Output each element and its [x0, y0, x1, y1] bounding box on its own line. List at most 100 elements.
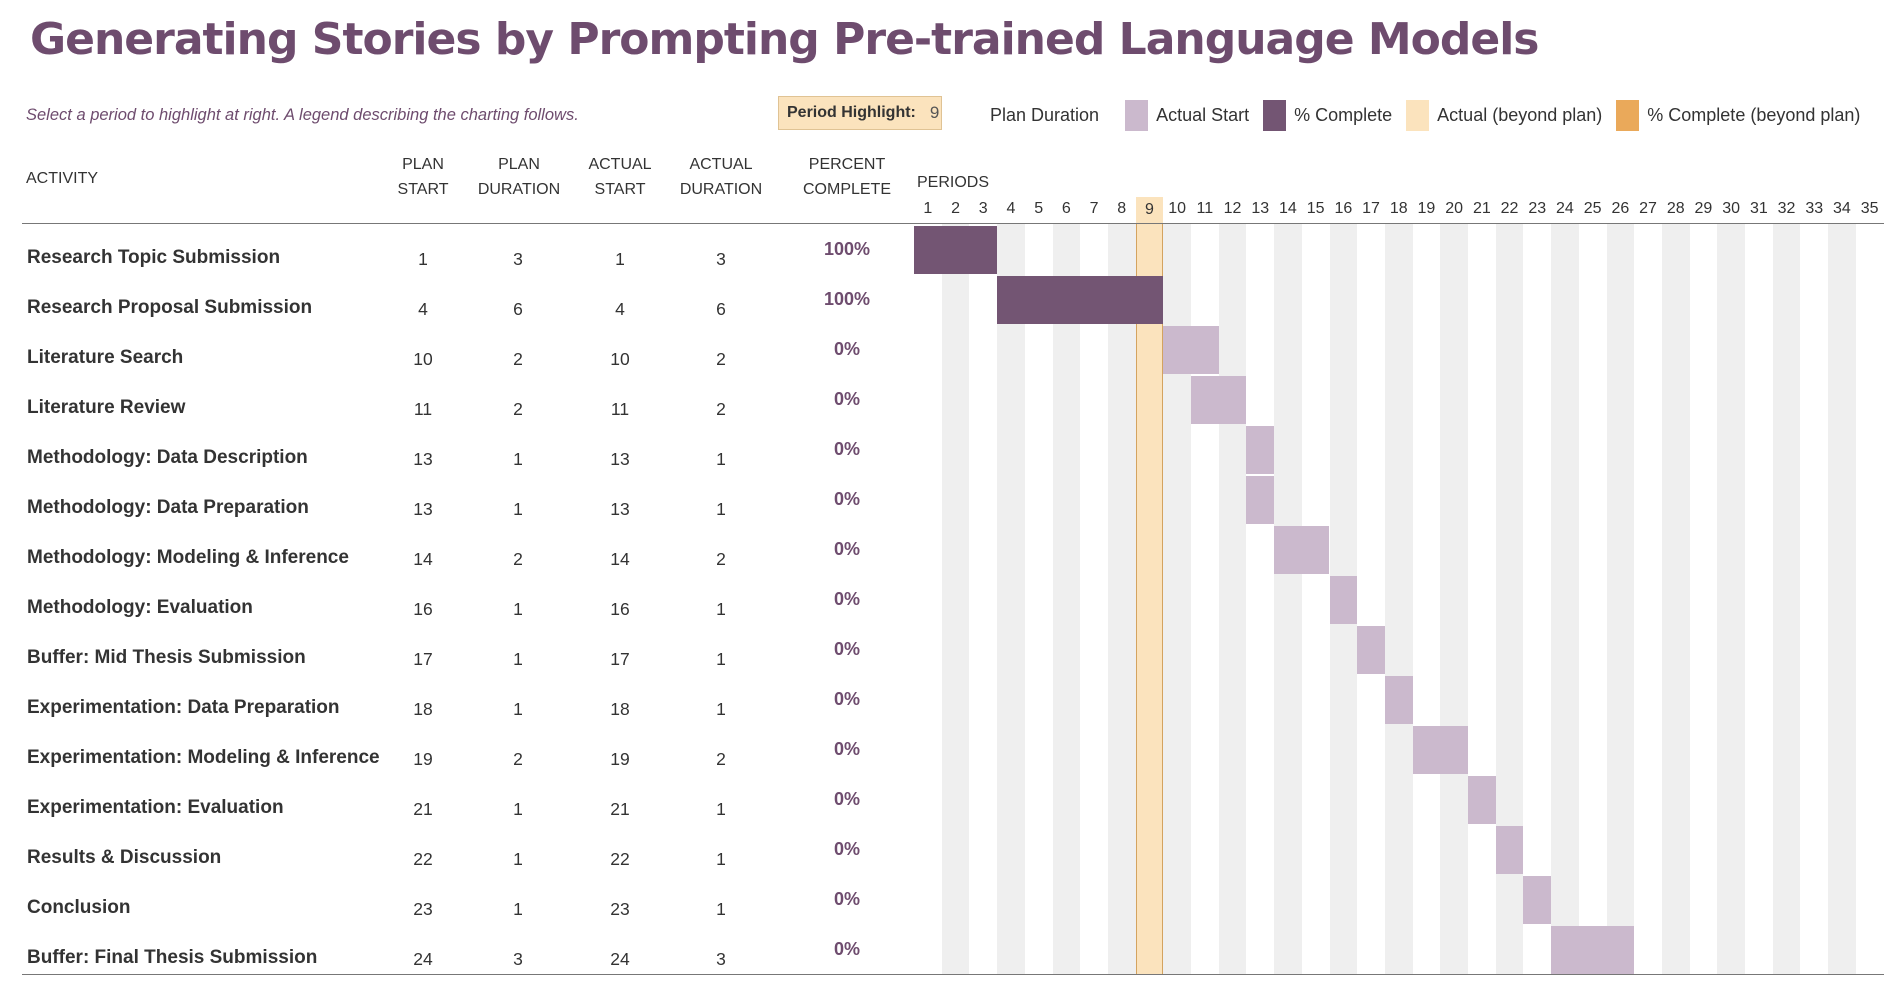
plan-start-cell: 11	[413, 399, 433, 419]
percent-complete-cell: 0%	[833, 839, 860, 859]
period-number[interactable]: 19	[1417, 200, 1436, 217]
plan-start-cell: 10	[413, 349, 433, 369]
period-number[interactable]: 33	[1805, 200, 1824, 217]
actual-duration-cell: 1	[716, 799, 726, 819]
period-number[interactable]: 30	[1722, 200, 1741, 217]
period-number[interactable]: 12	[1223, 200, 1242, 217]
period-highlight-value[interactable]: 9	[929, 103, 940, 122]
percent-complete-cell: 0%	[833, 939, 860, 959]
period-number[interactable]: 3	[978, 200, 988, 217]
period-stripe	[1551, 224, 1579, 974]
period-stripe	[941, 224, 970, 974]
plan-start-cell: 16	[413, 599, 433, 619]
header-percent-line1: PERCENT	[808, 156, 886, 173]
percent-complete-cell: 0%	[833, 589, 860, 609]
actual-start-cell: 24	[610, 949, 630, 969]
gantt-bar	[1495, 826, 1524, 874]
period-number[interactable]: 26	[1611, 200, 1630, 217]
period-number[interactable]: 25	[1583, 200, 1602, 217]
period-number[interactable]: 23	[1528, 200, 1547, 217]
period-number[interactable]: 13	[1251, 200, 1270, 217]
plan-duration-cell: 1	[513, 599, 523, 619]
percent-complete-cell: 0%	[833, 639, 860, 659]
header-plan-duration: PLAN DURATION	[474, 152, 564, 202]
plan-start-cell: 1	[418, 249, 428, 269]
gantt-bar	[1357, 626, 1385, 674]
period-stripe	[1772, 224, 1801, 974]
period-number[interactable]: 1	[923, 200, 933, 217]
gantt-bar	[997, 276, 1164, 324]
period-number[interactable]: 35	[1860, 200, 1879, 217]
percent-complete-cell: 100%	[823, 289, 871, 309]
plan-duration-cell: 3	[513, 249, 523, 269]
table-row: Methodology: Evaluation 16 1 16 1 0%	[0, 575, 920, 625]
period-number[interactable]: 32	[1777, 200, 1796, 217]
plan-duration-cell: 2	[513, 399, 523, 419]
period-number[interactable]: 27	[1639, 200, 1657, 217]
header-actual-duration-line1: ACTUAL	[689, 156, 753, 173]
plan-start-cell: 24	[413, 949, 433, 969]
period-number[interactable]: 21	[1472, 200, 1491, 217]
legend-label: % Complete	[1294, 105, 1393, 125]
gantt-bar	[1551, 926, 1635, 974]
header-actual-start-line2: START	[594, 181, 646, 198]
legend-item: Actual Start	[1125, 100, 1249, 131]
period-number[interactable]: 20	[1445, 200, 1464, 217]
table-row: Methodology: Data Description 13 1 13 1 0%	[0, 425, 920, 475]
period-number[interactable]: 14	[1279, 200, 1297, 217]
plan-duration-cell: 1	[513, 699, 523, 719]
actual-duration-cell: 1	[716, 649, 726, 669]
percent-complete-cell: 100%	[823, 239, 871, 259]
period-number[interactable]: 11	[1196, 200, 1214, 217]
period-highlight-label: Period Highlight:	[787, 104, 916, 121]
table-row: Methodology: Data Preparation 13 1 13 1 0%	[0, 475, 920, 525]
legend-item: % Complete	[1263, 100, 1392, 131]
header-plan-duration-line1: PLAN	[498, 156, 540, 173]
instruction-text: Select a period to highlight at right. A…	[26, 106, 579, 124]
period-number[interactable]: 29	[1694, 200, 1713, 217]
period-stripe	[1052, 224, 1081, 974]
legend-item: Plan Duration	[990, 100, 1099, 131]
period-number[interactable]: 17	[1362, 200, 1380, 217]
period-number[interactable]: 31	[1749, 200, 1768, 217]
period-number[interactable]: 2	[951, 200, 960, 217]
period-number[interactable]: 5	[1034, 200, 1044, 217]
period-number[interactable]: 18	[1389, 200, 1408, 217]
legend-swatch	[1406, 100, 1430, 131]
period-number[interactable]: 28	[1666, 200, 1685, 217]
plan-start-cell: 13	[413, 499, 433, 519]
period-number[interactable]: 9	[1135, 197, 1164, 223]
header-divider	[22, 223, 1884, 224]
actual-duration-cell: 1	[716, 699, 726, 719]
period-number[interactable]: 22	[1500, 200, 1519, 217]
gantt-bar	[1523, 876, 1552, 924]
activity-name: Methodology: Data Description	[27, 447, 308, 468]
legend-label: % Complete (beyond plan)	[1647, 105, 1861, 125]
period-number[interactable]: 24	[1556, 200, 1574, 217]
legend-item: Actual (beyond plan)	[1406, 100, 1602, 131]
actual-duration-cell: 2	[716, 749, 726, 769]
header-plan-start-line1: PLAN	[402, 156, 444, 173]
period-number[interactable]: 6	[1061, 200, 1071, 217]
actual-start-cell: 17	[610, 649, 630, 669]
period-number[interactable]: 34	[1833, 200, 1851, 217]
period-highlight-control[interactable]: Period Highlight: 9	[778, 96, 942, 130]
header-plan-start-line2: START	[397, 181, 449, 198]
plan-start-cell: 18	[413, 699, 433, 719]
actual-start-cell: 18	[610, 699, 630, 719]
activity-name: Literature Review	[27, 397, 186, 418]
activity-name: Literature Search	[27, 347, 184, 368]
actual-duration-cell: 2	[716, 349, 726, 369]
plan-duration-cell: 1	[513, 799, 523, 819]
table-row: Experimentation: Modeling & Inference 19 2…	[0, 725, 920, 775]
period-number[interactable]: 16	[1334, 200, 1353, 217]
period-number[interactable]: 8	[1117, 200, 1127, 217]
period-number[interactable]: 4	[1006, 200, 1016, 217]
period-number[interactable]: 7	[1089, 200, 1099, 217]
plan-duration-cell: 2	[513, 549, 523, 569]
period-number[interactable]: 15	[1306, 200, 1325, 217]
actual-start-cell: 14	[610, 549, 630, 569]
period-number[interactable]: 10	[1168, 200, 1187, 217]
plan-duration-cell: 1	[513, 899, 523, 919]
gantt-bar	[1384, 676, 1413, 724]
